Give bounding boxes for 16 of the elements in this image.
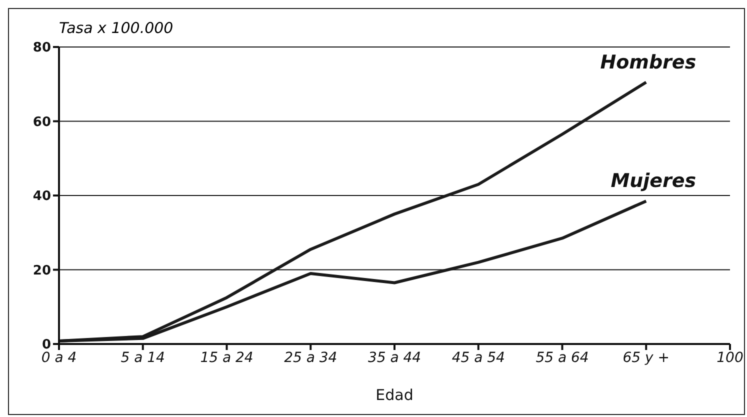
y-tick-label: 80	[32, 40, 51, 56]
x-tick-label: 45 a 54	[452, 350, 505, 366]
y-tick-label: 60	[32, 114, 51, 130]
series-label: Hombres	[600, 51, 696, 74]
y-tick-label: 20	[32, 263, 51, 278]
x-tick-label: 35 a 44	[368, 350, 422, 366]
y-tick-label: 40	[32, 189, 51, 204]
series-label: Mujeres	[610, 170, 696, 192]
x-tick-label: 25 a 34	[284, 350, 338, 366]
x-tick-label: 15 a 24	[200, 350, 254, 366]
x-tick-label: 65 y +	[622, 350, 670, 366]
y-axis-title: Tasa x 100.000	[59, 19, 174, 37]
x-tick-label: 100	[716, 350, 744, 366]
x-tick-label: 5 a 14	[120, 350, 165, 366]
x-axis-title: Edad	[376, 386, 414, 404]
x-tick-label: 55 a 64	[536, 350, 589, 366]
